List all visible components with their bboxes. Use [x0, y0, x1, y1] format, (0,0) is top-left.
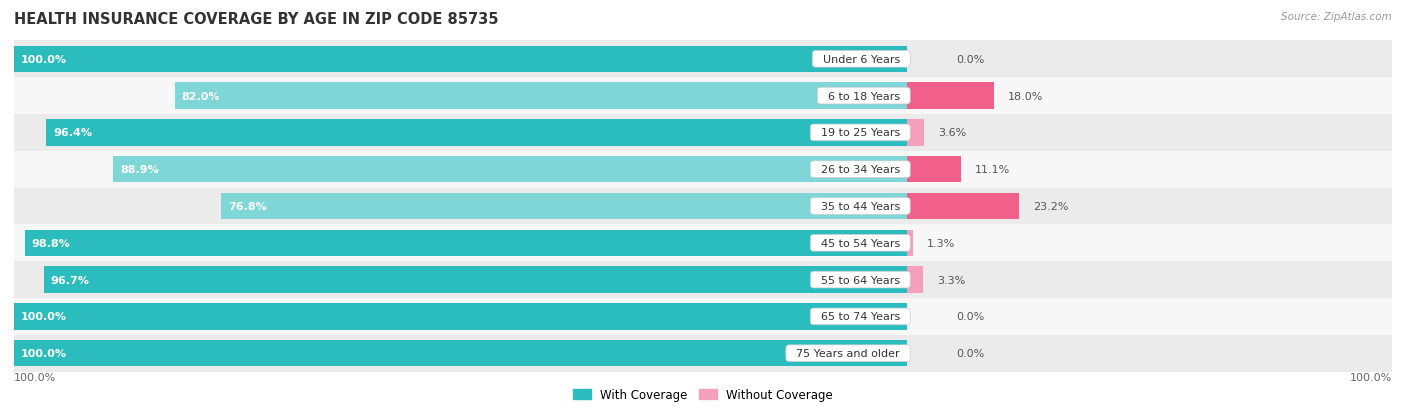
- Bar: [14, 225, 1392, 261]
- Text: 88.9%: 88.9%: [120, 165, 159, 175]
- Text: 96.4%: 96.4%: [53, 128, 93, 138]
- Text: 98.8%: 98.8%: [32, 238, 70, 248]
- Bar: [14, 41, 1392, 78]
- Text: HEALTH INSURANCE COVERAGE BY AGE IN ZIP CODE 85735: HEALTH INSURANCE COVERAGE BY AGE IN ZIP …: [14, 12, 499, 27]
- Text: 35 to 44 Years: 35 to 44 Years: [814, 202, 907, 211]
- Text: 100.0%: 100.0%: [14, 373, 56, 382]
- Bar: [14, 298, 1392, 335]
- Text: 3.3%: 3.3%: [936, 275, 965, 285]
- Text: 0.0%: 0.0%: [956, 312, 984, 322]
- Legend: With Coverage, Without Coverage: With Coverage, Without Coverage: [568, 383, 838, 406]
- Text: 76.8%: 76.8%: [228, 202, 267, 211]
- Bar: [14, 46, 907, 73]
- Text: Under 6 Years: Under 6 Years: [815, 55, 907, 65]
- Bar: [44, 267, 907, 293]
- Bar: [14, 188, 1392, 225]
- Text: 100.0%: 100.0%: [1350, 373, 1392, 382]
- Text: 1.3%: 1.3%: [927, 238, 956, 248]
- Bar: [14, 261, 1392, 298]
- Bar: [14, 115, 1392, 152]
- Text: 0.0%: 0.0%: [956, 55, 984, 65]
- Bar: [112, 157, 907, 183]
- Text: 75 Years and older: 75 Years and older: [789, 348, 907, 358]
- Text: 100.0%: 100.0%: [21, 348, 67, 358]
- Text: 11.1%: 11.1%: [974, 165, 1010, 175]
- Bar: [25, 230, 907, 256]
- Text: 18.0%: 18.0%: [1008, 91, 1043, 101]
- Text: Source: ZipAtlas.com: Source: ZipAtlas.com: [1281, 12, 1392, 22]
- Bar: [14, 335, 1392, 372]
- Text: 6 to 18 Years: 6 to 18 Years: [821, 91, 907, 101]
- Text: 19 to 25 Years: 19 to 25 Years: [814, 128, 907, 138]
- Bar: [46, 120, 907, 146]
- Text: 100.0%: 100.0%: [21, 55, 67, 65]
- Bar: [907, 230, 912, 256]
- Bar: [221, 193, 907, 220]
- Text: 65 to 74 Years: 65 to 74 Years: [814, 312, 907, 322]
- Bar: [174, 83, 907, 109]
- Bar: [907, 83, 994, 109]
- Text: 100.0%: 100.0%: [21, 312, 67, 322]
- Bar: [907, 267, 922, 293]
- Bar: [14, 78, 1392, 115]
- Bar: [907, 193, 1019, 220]
- Text: 26 to 34 Years: 26 to 34 Years: [814, 165, 907, 175]
- Text: 82.0%: 82.0%: [181, 91, 221, 101]
- Text: 96.7%: 96.7%: [51, 275, 90, 285]
- Bar: [14, 304, 907, 330]
- Text: 45 to 54 Years: 45 to 54 Years: [814, 238, 907, 248]
- Text: 55 to 64 Years: 55 to 64 Years: [814, 275, 907, 285]
- Bar: [14, 152, 1392, 188]
- Bar: [907, 120, 924, 146]
- Bar: [14, 340, 907, 367]
- Text: 0.0%: 0.0%: [956, 348, 984, 358]
- Text: 3.6%: 3.6%: [938, 128, 967, 138]
- Bar: [907, 157, 960, 183]
- Text: 23.2%: 23.2%: [1033, 202, 1069, 211]
